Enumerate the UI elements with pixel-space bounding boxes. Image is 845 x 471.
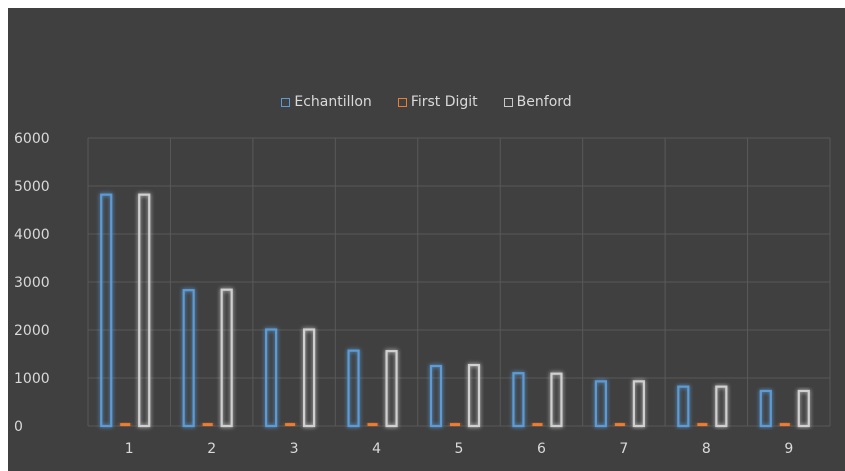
chart-plot: 0 1000 2000 3000 4000 5000 6000 1 2 3 4 5 6 7 8 9 [14,131,831,457]
bar-echantillon [265,328,278,428]
bar-first-digit [120,423,131,426]
bar-echantillon [182,289,195,428]
x-tick-label: 9 [784,441,793,457]
bar-benford [138,193,151,428]
legend-label-benford: Benford [516,94,572,110]
bar-benford [797,389,810,428]
legend-item-first-digit: First Digit [397,94,478,110]
bar-first-digit [367,423,378,426]
bar-first-digit [285,423,296,426]
bar-first-digit [450,423,460,426]
legend-item-echantillon: Echantillon [281,94,372,110]
y-tick-label: 1000 [14,371,50,387]
bar-benford [715,385,728,428]
y-tick-label: 2000 [14,323,50,339]
x-tick-label: 5 [455,441,464,457]
legend-item-benford: Benford [503,94,572,110]
legend-label-first-digit: First Digit [410,94,478,110]
x-tick-label: 4 [372,441,381,457]
x-tick-label: 8 [702,441,711,457]
bar-first-digit [779,423,790,426]
bar-benford [467,363,481,428]
bar-echantillon [347,349,360,428]
y-tick-label: 0 [14,419,23,435]
legend-swatch-first-digit [397,97,407,107]
bar-benford [632,380,645,428]
y-tick-label: 6000 [14,131,50,147]
x-tick-label: 2 [207,441,216,457]
chart-area: Echantillon First Digit Benford 0 1000 200… [8,8,845,471]
legend-label-echantillon: Echantillon [294,94,372,110]
bar-benford [303,328,316,428]
y-tick-label: 3000 [14,275,50,291]
bar-echantillon [512,372,525,428]
x-tick-label: 1 [125,441,134,457]
x-tick-label: 3 [290,441,299,457]
y-tick-label: 5000 [14,179,50,195]
bar-first-digit [614,423,625,426]
bar-echantillon [429,364,443,428]
y-tick-label: 4000 [14,227,50,243]
bar-first-digit [697,423,708,426]
bar-echantillon [759,389,772,428]
legend: Echantillon First Digit Benford [8,94,845,110]
bar-echantillon [677,385,690,428]
x-tick-label: 6 [537,441,546,457]
legend-swatch-echantillon [281,97,291,107]
bar-first-digit [202,423,213,426]
legend-swatch-benford [503,97,513,107]
bar-echantillon [100,193,113,428]
bar-benford [550,372,563,428]
bar-benford [220,288,233,428]
bar-benford [385,350,398,428]
bar-echantillon [594,380,607,428]
x-tick-label: 7 [619,441,628,457]
bar-first-digit [532,423,543,426]
